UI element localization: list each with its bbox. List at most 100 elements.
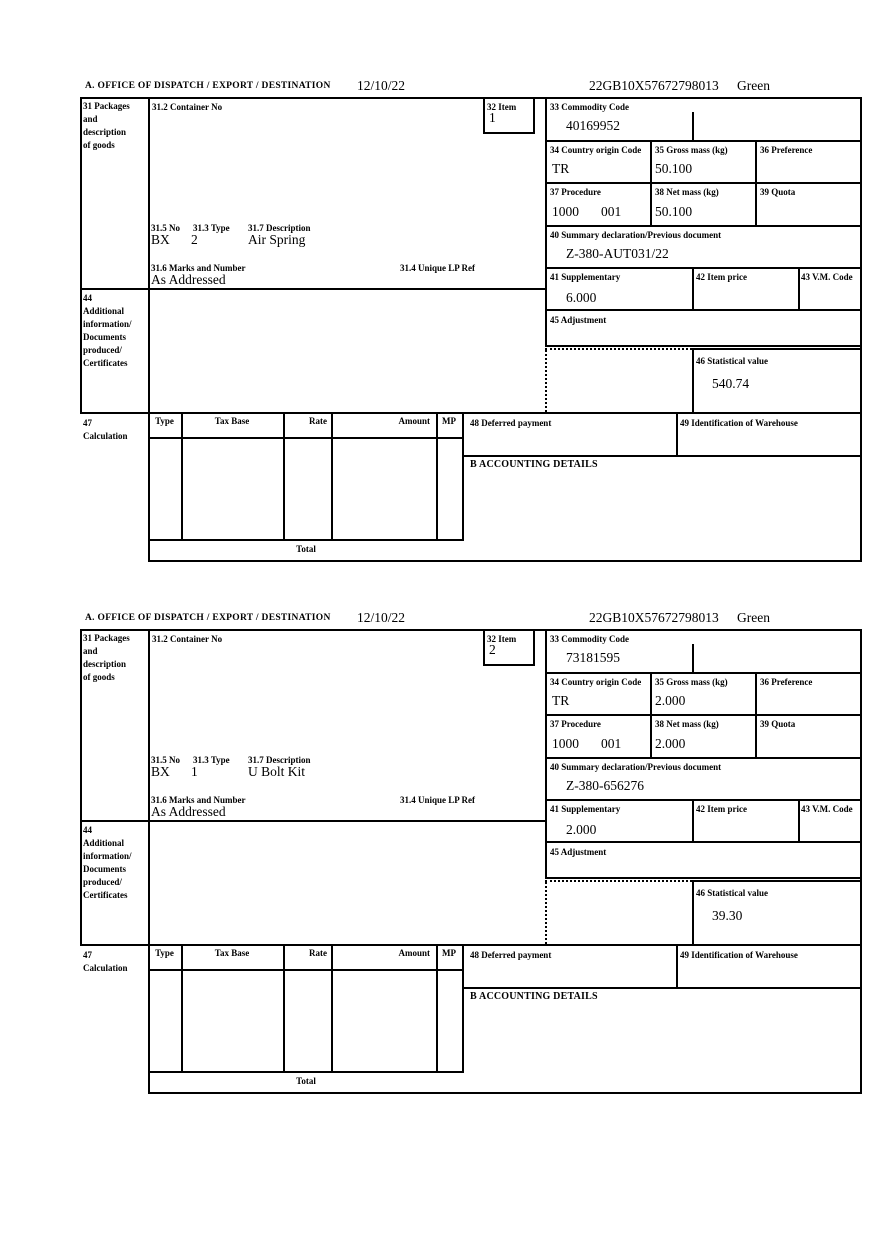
description-label: 31.7 Description: [248, 755, 311, 765]
container-area-bottom-border: [80, 820, 545, 822]
calc-body-bottom-border: [148, 1071, 464, 1073]
calc-header-bottom-border: [148, 969, 464, 971]
routing-status-value: Green: [737, 610, 770, 625]
box41-42-divider: [692, 267, 694, 309]
preference-label: 36 Preference: [760, 145, 813, 155]
net-mass-value: 2.000: [655, 736, 686, 751]
item-number-label: 32 Item: [487, 634, 517, 644]
deferred-payment-label: 48 Deferred payment: [470, 950, 552, 960]
form-bottom-border: [148, 560, 862, 562]
quota-label: 39 Quota: [760, 719, 796, 729]
form-top-border: [80, 97, 862, 99]
package-type-label: 31.3 Type: [193, 223, 230, 233]
package-type-value: 2: [191, 232, 198, 247]
right-stack-divider: [545, 97, 547, 345]
commodity-code-divider: [692, 644, 694, 672]
commodity-code-label: 33 Commodity Code: [550, 634, 629, 644]
box48-bottom-border: [462, 987, 862, 989]
quota-label: 39 Quota: [760, 187, 796, 197]
statistical-dotted-border: [545, 348, 692, 350]
box41-row-bottom-border: [545, 309, 862, 311]
declaration-item-sheet: A. OFFICE OF DISPATCH / EXPORT / DESTINA…: [80, 76, 862, 564]
box35-36-divider: [755, 672, 757, 757]
summary-declaration-label: 40 Summary declaration/Previous document: [550, 762, 722, 772]
box34-row-bottom-border: [545, 714, 862, 716]
box37-row-bottom-border: [545, 757, 862, 759]
box31-label: 31 Packages and description of goods: [83, 633, 130, 682]
form-left-border: [80, 97, 82, 414]
calc-header-bottom-border: [148, 437, 464, 439]
box33-bottom-border: [545, 672, 862, 674]
form-bottom-border: [148, 1092, 862, 1094]
item-number-label: 32 Item: [487, 102, 517, 112]
mrn-value: 22GB10X57672798013: [589, 78, 719, 93]
box48-49-divider: [676, 944, 678, 987]
box42-43-divider: [798, 799, 800, 841]
net-mass-label: 38 Net mass (kg): [655, 719, 719, 729]
net-mass-value: 50.100: [655, 204, 693, 219]
net-mass-label: 38 Net mass (kg): [655, 187, 719, 197]
office-of-dispatch-label: A. OFFICE OF DISPATCH / EXPORT / DESTINA…: [85, 613, 331, 623]
declaration-item-sheet: A. OFFICE OF DISPATCH / EXPORT / DESTINA…: [80, 608, 862, 1096]
form-right-border: [860, 97, 862, 562]
description-value: Air Spring: [248, 232, 306, 247]
gross-mass-value: 2.000: [655, 693, 686, 708]
dispatch-date-value: 12/10/22: [357, 610, 406, 625]
commodity-code-value: 40169952: [566, 118, 620, 133]
procedure-value: 1000: [552, 736, 579, 751]
total-label: Total: [296, 1076, 316, 1086]
item-number-value: 2: [489, 642, 496, 657]
marks-and-number-value: As Addressed: [151, 804, 226, 819]
warehouse-id-label: 49 Identification of Warehouse: [680, 950, 798, 960]
calc-body-bottom-border: [148, 539, 464, 541]
box45-bottom-border: [545, 345, 862, 347]
calc-taxbase-divider: [283, 944, 285, 1071]
summary-declaration-value: Z-380-AUT031/22: [566, 246, 669, 261]
commodity-code-label: 33 Commodity Code: [550, 102, 629, 112]
statistical-value-label: 46 Statistical value: [696, 356, 768, 366]
calc-taxbase-divider: [283, 412, 285, 539]
country-origin-value: TR: [552, 161, 570, 176]
package-no-value: BX: [151, 232, 170, 247]
procedure-label: 37 Procedure: [550, 187, 601, 197]
box41-row-bottom-border: [545, 841, 862, 843]
marks-and-number-label: 31.6 Marks and Number: [151, 795, 246, 805]
gross-mass-label: 35 Gross mass (kg): [655, 145, 728, 155]
gross-mass-value: 50.100: [655, 161, 693, 176]
calc-mp-divider: [462, 412, 464, 539]
calc-header-amount: Amount: [398, 416, 430, 426]
box40-bottom-border: [545, 799, 862, 801]
calc-type-divider: [181, 412, 183, 539]
adjustment-label: 45 Adjustment: [550, 847, 607, 857]
item-number-value: 1: [489, 110, 496, 125]
box41-42-divider: [692, 799, 694, 841]
calc-header-rate: Rate: [309, 948, 327, 958]
box47-label: 47 Calculation: [83, 418, 128, 441]
procedure-label: 37 Procedure: [550, 719, 601, 729]
form-right-border: [860, 629, 862, 1094]
supplementary-value: 2.000: [566, 822, 597, 837]
calc-amount-divider: [436, 412, 438, 539]
package-type-value: 1: [191, 764, 198, 779]
calc-header-taxbase: Tax Base: [214, 416, 250, 426]
item-number-box: [483, 629, 535, 666]
package-no-value: BX: [151, 764, 170, 779]
calc-mp-divider: [462, 944, 464, 1071]
box33-bottom-border: [545, 140, 862, 142]
adjustment-label: 45 Adjustment: [550, 315, 607, 325]
country-origin-label: 34 Country origin Code: [550, 145, 642, 155]
statistical-value-value: 540.74: [712, 376, 750, 391]
routing-status-value: Green: [737, 78, 770, 93]
calc-header-type: Type: [155, 416, 174, 426]
calc-rate-divider: [331, 412, 333, 539]
calc-header-amount: Amount: [398, 948, 430, 958]
adjustment-dotted-divider: [545, 345, 547, 412]
box34-35-divider: [650, 672, 652, 757]
calc-header-mp: MP: [442, 416, 456, 426]
dispatch-date-value: 12/10/22: [357, 78, 406, 93]
box34-35-divider: [650, 140, 652, 225]
adjustment-dotted-divider: [545, 877, 547, 944]
country-origin-value: TR: [552, 693, 570, 708]
box42-43-divider: [798, 267, 800, 309]
